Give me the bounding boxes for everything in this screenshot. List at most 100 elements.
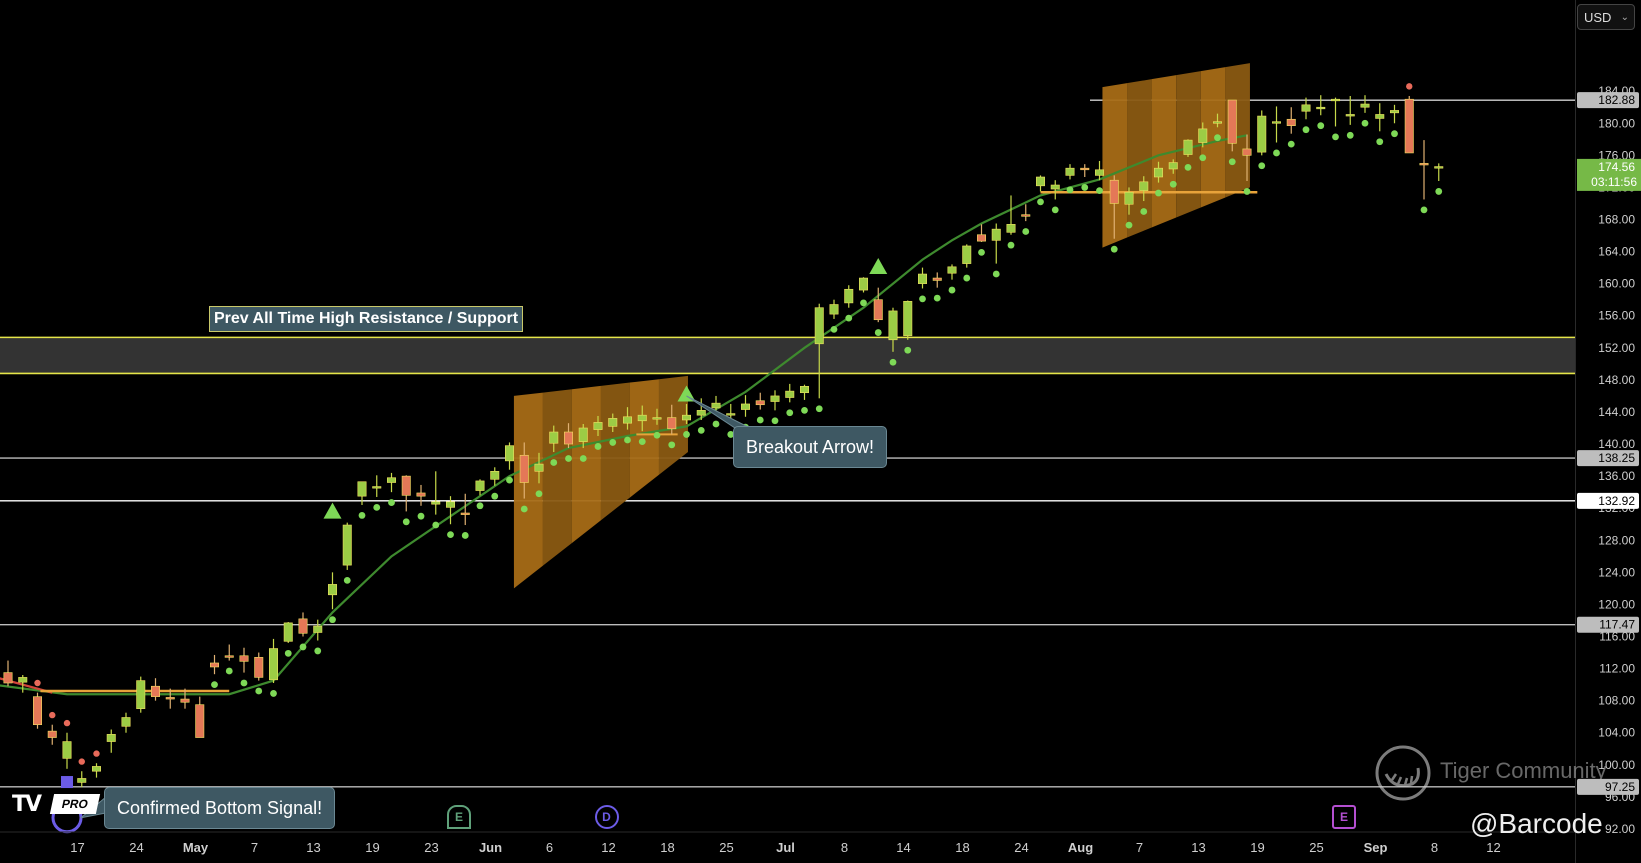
candle-body — [3, 672, 13, 684]
candle-body — [32, 696, 42, 726]
candle-body — [18, 677, 28, 683]
trail-dot-green — [225, 667, 233, 675]
event-marker[interactable]: D — [594, 805, 619, 829]
trail-dot-green — [1420, 206, 1428, 214]
resistance-zone-label: Prev All Time High Resistance / Support — [209, 306, 524, 332]
x-tick-label: 18 — [955, 840, 969, 855]
trail-dot-green — [1317, 122, 1325, 130]
candle-body — [1050, 184, 1060, 190]
x-tick-label: 7 — [251, 840, 258, 855]
candle-body — [224, 655, 234, 658]
y-tick-label: 168.00 — [1598, 213, 1635, 227]
x-tick-label: 13 — [306, 840, 320, 855]
candle-body — [858, 277, 868, 291]
countdown-label: 03:11:56 — [1591, 175, 1637, 189]
y-tick-label: 176.00 — [1598, 148, 1635, 162]
x-tick-label: 12 — [1486, 840, 1500, 855]
candle-body — [1242, 148, 1252, 156]
candle-body — [136, 680, 146, 709]
event-marker[interactable]: E — [1332, 805, 1356, 829]
bottom-signal-callout-text: Confirmed Bottom Signal! — [117, 798, 323, 818]
candle-body — [1419, 163, 1429, 166]
trail-dot-green — [801, 406, 808, 414]
candle-body — [785, 390, 795, 398]
trail-dot-green — [978, 248, 985, 256]
candle-body — [504, 445, 514, 462]
candle-body — [254, 657, 264, 678]
candle-body — [401, 475, 411, 496]
trail-dot-red — [93, 750, 100, 757]
candle-body — [151, 685, 161, 697]
candles — [3, 95, 1444, 788]
x-tick-label: May — [183, 840, 209, 855]
breakout-callout: Breakout Arrow! — [733, 426, 888, 468]
bottom-signal-marker — [61, 776, 73, 789]
x-tick-label: 19 — [1250, 840, 1264, 855]
level-price-label: 97.25 — [1605, 780, 1635, 794]
x-tick-label: 25 — [719, 840, 733, 855]
candle-body — [681, 414, 691, 421]
volume-profile-bands — [513, 63, 1250, 589]
candle-body — [283, 622, 293, 642]
buy-arrow — [323, 502, 342, 519]
candle-body — [1390, 110, 1400, 114]
y-tick-label: 100.00 — [1598, 758, 1635, 772]
trail-dot-green — [904, 346, 912, 354]
trail-dot-green — [314, 647, 322, 655]
trail-dot-green — [653, 431, 661, 439]
trail-dot-green — [948, 286, 956, 294]
trail-dot-green — [1287, 140, 1295, 148]
candle-body — [1036, 176, 1046, 187]
candle-body — [1257, 115, 1267, 153]
candle-body — [1154, 167, 1164, 178]
y-tick-label: 124.00 — [1598, 565, 1635, 579]
x-tick-label: 19 — [365, 840, 379, 855]
trail-dot-green — [771, 417, 779, 425]
trail-dot-green — [373, 503, 381, 511]
level-price-badge — [1577, 778, 1639, 795]
candle-body — [1095, 169, 1105, 176]
trail-dot-green — [1081, 184, 1089, 191]
candle-body — [962, 245, 972, 264]
candle-body — [549, 431, 559, 444]
y-tick-label: 92.00 — [1605, 822, 1635, 836]
candle-body — [1272, 121, 1282, 124]
trail-dot-green — [1376, 138, 1384, 146]
y-tick-label: 164.00 — [1598, 245, 1635, 259]
candle-body — [490, 471, 500, 480]
x-tick-label: Aug — [1068, 840, 1093, 855]
trail-dot-green — [284, 649, 292, 657]
x-tick-label: 8 — [841, 840, 848, 855]
moving-average-line — [0, 134, 1248, 696]
tv-logo-icon: TV — [12, 792, 42, 817]
currency-label: USD — [1584, 10, 1612, 25]
volume-profile-segment — [629, 379, 659, 498]
trail-dot-green — [860, 299, 867, 307]
candle-body — [563, 431, 573, 445]
tradingview-logo[interactable]: TV PRO — [12, 792, 101, 817]
x-tick-label: 23 — [424, 840, 438, 855]
price-axis[interactable] — [1575, 0, 1641, 863]
trail-dot-green — [240, 679, 248, 687]
candle-body — [814, 307, 824, 345]
candle-body — [873, 299, 883, 321]
trail-dot-green — [1110, 245, 1118, 253]
trail-dots — [34, 83, 1443, 765]
trail-dot-green — [1140, 208, 1148, 215]
trail-dot-green — [1361, 119, 1369, 127]
candle-body — [121, 717, 131, 727]
candle-body — [1006, 224, 1016, 233]
resistance-zone-band — [0, 337, 1575, 374]
trail-dot-green — [358, 512, 366, 519]
event-marker[interactable]: E — [447, 805, 471, 829]
resistance-zone — [0, 336, 1575, 375]
candle-body — [475, 480, 485, 491]
y-tick-label: 160.00 — [1598, 277, 1635, 291]
buy-arrow — [677, 385, 696, 402]
candle-body — [1375, 114, 1385, 119]
x-axis: 17 24 May 7 13 19 23 Jun 6 12 18 25 Jul 8 14 18 24 Aug 7 13… — [0, 831, 1575, 855]
candle-body — [1286, 118, 1296, 126]
currency-select[interactable]: USD ⌄ — [1577, 4, 1635, 30]
candle-body — [726, 413, 736, 416]
x-tick-label: 8 — [1431, 840, 1438, 855]
